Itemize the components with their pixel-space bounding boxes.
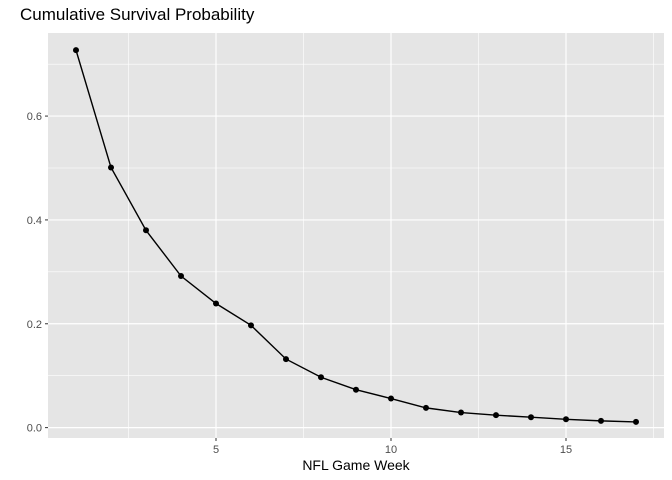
data-point — [283, 356, 289, 363]
x-tick-label: 5 — [213, 444, 219, 456]
x-tick-label: 15 — [560, 444, 572, 456]
chart-title: Cumulative Survival Probability — [20, 5, 255, 24]
data-point — [108, 164, 114, 171]
data-point — [178, 273, 184, 279]
data-point — [528, 414, 534, 421]
data-point — [633, 418, 639, 425]
major-gridlines — [48, 33, 664, 438]
x-tick-label: 10 — [385, 444, 397, 456]
data-point — [563, 416, 569, 423]
data-point — [458, 409, 464, 416]
y-tick-label: 0.4 — [27, 215, 42, 227]
minor-gridlines — [48, 33, 664, 438]
data-point — [423, 404, 429, 411]
plot-panel — [48, 33, 664, 438]
x-axis-label: NFL Game Week — [302, 457, 410, 473]
data-point — [248, 322, 254, 329]
data-point — [143, 227, 149, 234]
data-point — [388, 395, 394, 402]
data-point — [353, 386, 359, 393]
data-point — [213, 300, 219, 307]
y-tick-label: 0.2 — [27, 319, 42, 331]
data-point — [493, 412, 499, 419]
data-point — [318, 374, 324, 381]
y-tick-label: 0.0 — [27, 423, 42, 435]
series-points-group — [73, 47, 639, 425]
x-axis: 5 10 15 — [213, 438, 572, 456]
y-tick-label: 0.6 — [27, 111, 42, 123]
data-point — [598, 417, 604, 424]
y-axis: 0.0 0.2 0.4 0.6 — [27, 111, 48, 435]
data-point — [73, 47, 79, 54]
